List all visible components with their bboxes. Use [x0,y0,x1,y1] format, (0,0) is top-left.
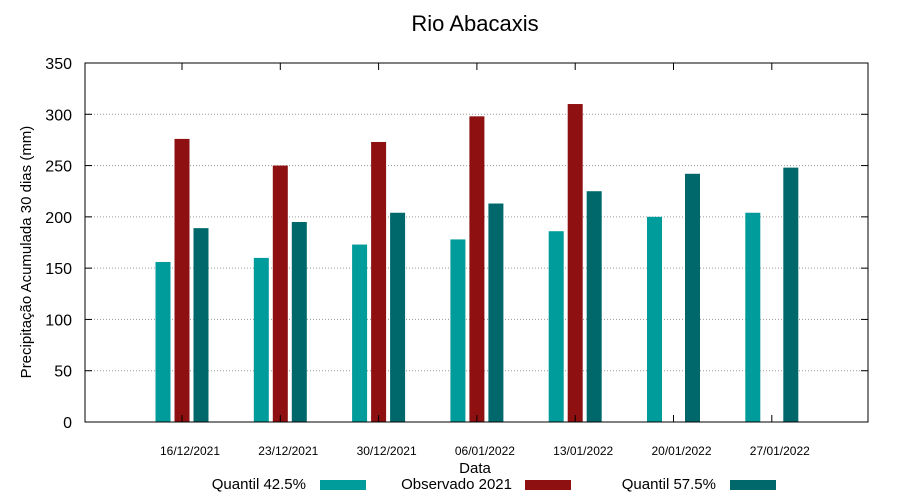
bar-3 [685,173,700,422]
y-tick-label: 150 [45,261,72,278]
legend-swatch [320,480,366,490]
bar-3 [291,221,307,422]
x-tick-label: 23/12/2021 [258,444,318,458]
legend: Quantil 42.5% Observado 2021 Quantil 57.5% [212,476,776,493]
x-tick-label: 30/12/2021 [357,444,417,458]
bar-3 [390,212,406,422]
bars [155,104,799,423]
bar-3 [783,167,799,422]
bar-3 [586,191,602,422]
chart-title: Rio Abacaxis [411,11,538,36]
y-tick-label: 50 [54,364,72,381]
y-tick-label: 0 [63,415,72,432]
bar-1 [450,239,466,422]
y-axis-ticks: 0 50 100 150 200 250 300 350 [45,56,868,432]
x-tick-label: 13/01/2022 [553,444,613,458]
bar-2 [174,138,190,422]
bar-2 [272,165,288,423]
x-axis-ticks: 16/12/2021 23/12/2021 30/12/2021 06/01/2022… [160,63,810,458]
bar-3 [488,203,504,422]
x-tick-label: 27/01/2022 [750,444,810,458]
legend-swatch [730,480,776,490]
bar-1 [352,244,368,422]
x-tick-label: 16/12/2021 [160,444,220,458]
x-tick-label: 20/01/2022 [651,444,711,458]
bar-2 [567,104,583,423]
bar-1 [548,231,564,422]
y-tick-label: 200 [45,210,72,227]
bar-1 [647,216,662,422]
bar-1 [253,257,269,422]
legend-label: Quantil 42.5% [212,476,306,493]
bar-2 [469,116,485,422]
legend-label: Observado 2021 [401,476,512,493]
legend-swatch [525,480,571,490]
bar-3 [193,228,209,422]
bar-1 [155,261,171,422]
bar-2 [371,141,387,423]
y-tick-label: 300 [45,107,72,124]
x-tick-label: 06/01/2022 [455,444,515,458]
x-axis-label: Data [459,460,491,477]
y-axis-label: Precipitação Acumulada 30 dias (mm) [18,126,35,379]
y-tick-label: 350 [45,56,72,73]
y-tick-label: 100 [45,312,72,329]
y-tick-label: 250 [45,159,72,176]
legend-label: Quantil 57.5% [622,476,716,493]
bar-1 [745,212,761,422]
